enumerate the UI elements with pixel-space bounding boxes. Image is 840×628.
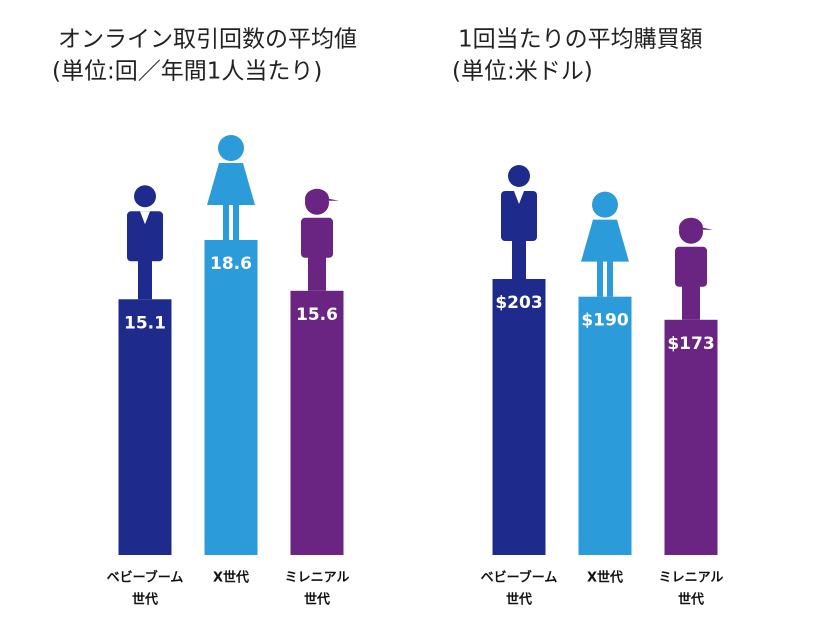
icon [134,185,156,208]
bar [664,319,718,555]
icon [508,165,530,187]
value-label: $173 [667,334,714,354]
value-label: $190 [581,311,628,331]
icon [138,259,152,300]
x-tick-label: ベビーブーム [481,570,558,586]
icon [512,239,526,279]
bar [118,299,172,555]
icon [233,204,239,240]
icon [597,260,603,297]
value-label: 15.1 [124,313,166,333]
icon [223,204,229,240]
bar [492,279,546,555]
icon [305,188,339,201]
icon [301,217,333,258]
chart-title: オンライン取引回数の平均値 [58,27,357,53]
icon [127,211,163,262]
x-tick-label: 世代 [304,592,330,608]
icon [514,191,524,204]
bar [290,290,344,555]
x-tick-label: 世代 [678,592,704,608]
icon [607,260,613,297]
x-tick-label: ベビーブーム [107,570,184,586]
icon [501,191,537,241]
value-label: $203 [495,293,542,313]
value-label: 15.6 [296,305,338,325]
icon [218,135,244,161]
value-label: 18.6 [210,254,252,274]
icon [592,191,618,218]
icon [207,163,255,205]
x-tick-label: X世代 [587,570,623,586]
icon [581,219,629,262]
icon [308,255,326,291]
x-tick-label: ミレニアル [659,571,724,586]
icon [140,211,150,225]
x-tick-label: 世代 [506,592,532,608]
x-tick-label: 世代 [132,592,158,608]
icon [682,284,700,320]
x-tick-label: X世代 [213,570,249,586]
chart-subtitle: (単位:回／年間1人当たり) [52,59,322,85]
x-tick-label: ミレニアル [285,571,350,586]
bar [578,296,632,555]
icon [679,217,713,230]
bar [204,240,258,555]
icon [675,246,707,287]
chart-title: 1回当たりの平均購買額 [458,27,703,53]
chart-subtitle: (単位:米ドル) [452,59,593,85]
